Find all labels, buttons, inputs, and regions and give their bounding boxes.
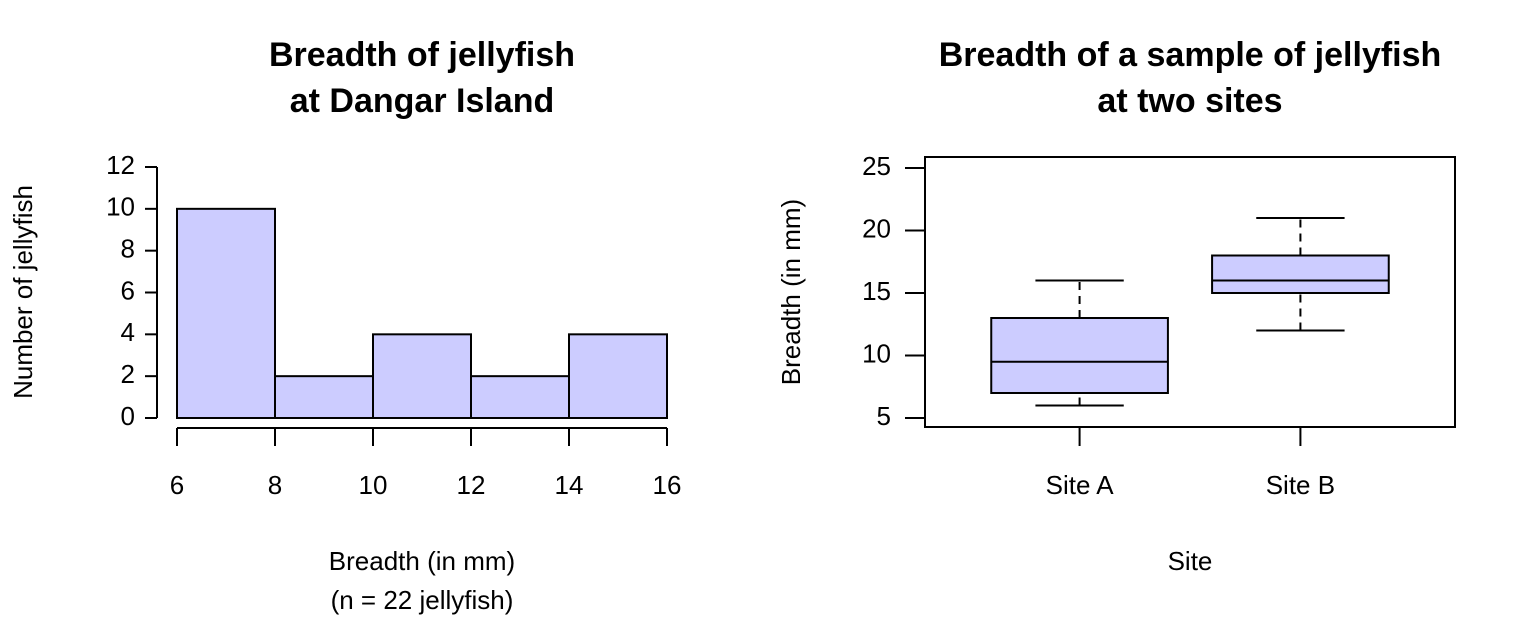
y-tick-label: 4: [121, 317, 135, 347]
x-tick-label: 6: [170, 470, 184, 500]
y-tick-label: 25: [862, 151, 891, 181]
x-tick-label: 12: [457, 470, 486, 500]
box: [1211, 254, 1390, 294]
y-axis-label: Number of jellyfish: [8, 185, 38, 399]
x-axis-label: (n = 22 jellyfish): [331, 585, 514, 615]
y-tick-label: 0: [121, 401, 135, 431]
x-axis-label: Site: [1168, 546, 1213, 576]
x-tick-label: Site B: [1266, 470, 1335, 500]
x-tick-label: 16: [653, 470, 682, 500]
x-axis-label: Breadth (in mm): [329, 546, 515, 576]
y-tick-label: 20: [862, 213, 891, 243]
x-tick-label: Site A: [1046, 470, 1115, 500]
histogram-bar: [372, 333, 472, 420]
y-tick-label: 10: [862, 338, 891, 368]
y-axis-label: Breadth (in mm): [776, 199, 806, 385]
histogram-bar: [568, 333, 668, 420]
y-tick-label: 15: [862, 276, 891, 306]
x-tick-label: 14: [555, 470, 584, 500]
chart-title: at two sites: [1097, 82, 1282, 120]
box: [990, 317, 1169, 394]
y-tick-label: 6: [121, 275, 135, 305]
x-tick-label: 8: [268, 470, 282, 500]
histogram-bar: [176, 207, 276, 419]
chart-title: Breadth of jellyfish: [269, 36, 575, 74]
y-tick-label: 10: [106, 192, 135, 222]
chart-title: at Dangar Island: [290, 82, 555, 120]
y-tick-label: 2: [121, 359, 135, 389]
histogram-bar: [274, 375, 374, 419]
histogram-bar: [470, 375, 570, 419]
y-tick-label: 8: [121, 234, 135, 264]
y-tick-label: 12: [106, 150, 135, 180]
chart-title: Breadth of a sample of jellyfish: [939, 36, 1442, 74]
x-tick-label: 10: [359, 470, 388, 500]
y-tick-label: 5: [877, 401, 891, 431]
